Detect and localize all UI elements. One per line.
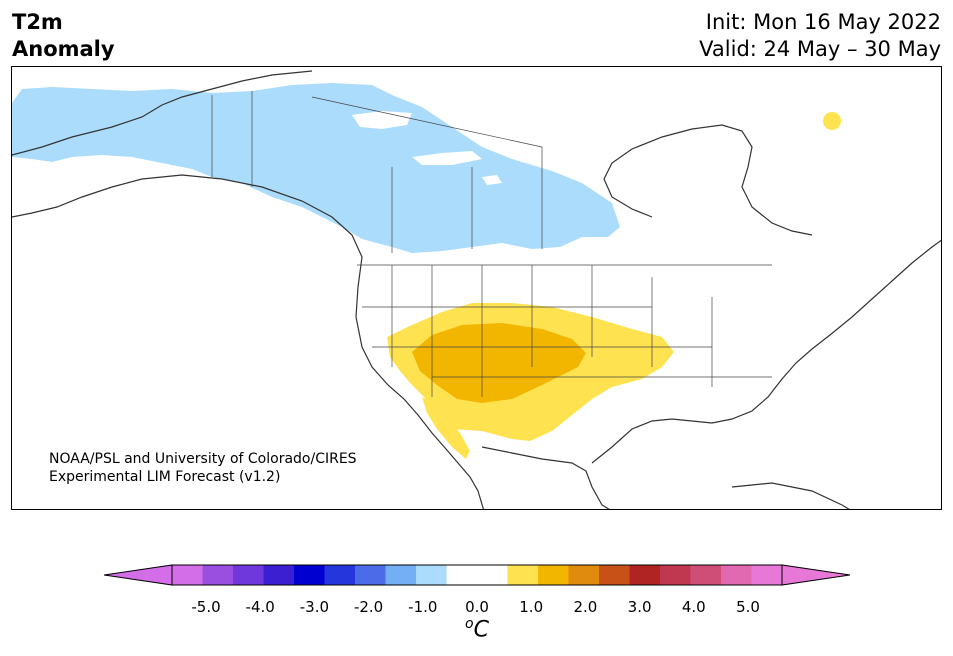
colorbar-segment: [324, 565, 356, 585]
map-panel: [11, 66, 942, 510]
colorbar-tick-label: 2.0: [573, 598, 598, 616]
degree-superscript: o: [465, 616, 474, 632]
colorbar-segment: [599, 565, 630, 585]
colorbar-tick-label: -5.0: [191, 598, 221, 616]
colorbar-segment: [263, 565, 295, 585]
init-date: Init: Mon 16 May 2022: [705, 10, 941, 34]
greenland-warm-spot: [823, 112, 841, 130]
colorbar-unit: oC: [465, 616, 489, 642]
great-bear-gap: [482, 175, 502, 185]
north-america-map: [12, 70, 941, 509]
colorbar-segment: [355, 565, 386, 585]
colorbar-segment: [660, 565, 691, 585]
state-borders: [211, 91, 772, 397]
baja-warm-region: [422, 397, 470, 459]
map-title: T2m Anomaly: [12, 9, 115, 63]
title-variable-2: Anomaly: [12, 37, 115, 61]
colorbar-segment: [629, 565, 661, 585]
coastlines: [12, 70, 941, 509]
colorbar-segment: [568, 565, 600, 585]
colorbar-segment: [507, 565, 539, 585]
credit-line-1: NOAA/PSL and University of Colorado/CIRE…: [49, 451, 357, 467]
colorbar-tick-label: -3.0: [299, 598, 330, 616]
colorbar-segment: [294, 565, 325, 585]
colorbar-segment: [538, 565, 569, 585]
colorbar-tick-label: 5.0: [736, 598, 760, 616]
colorbar-tick-label: 4.0: [681, 598, 706, 616]
colorbar-segment: [202, 565, 234, 585]
colorbar-tick-label: -1.0: [408, 598, 438, 616]
colorbar-segment: [721, 565, 752, 585]
cool-anomaly-region: [12, 83, 620, 253]
credit-line-2: Experimental LIM Forecast (v1.2): [49, 469, 281, 485]
forecast-dates: Init: Mon 16 May 2022 Valid: 24 May – 30…: [699, 9, 941, 63]
credit-text: NOAA/PSL and University of Colorado/CIRE…: [49, 450, 357, 486]
colorbar-segment: [385, 565, 417, 585]
colorbar-tick-label: 1.0: [519, 598, 544, 616]
colorbar-segment: [751, 565, 783, 585]
colorbar-tick-label: -4.0: [245, 598, 275, 616]
colorbar-segment: [446, 565, 478, 585]
colorbar: [104, 564, 850, 586]
colorbar-tick-label: -2.0: [353, 598, 384, 616]
colorbar-tick-label: 0.0: [465, 598, 489, 616]
title-variable: T2m: [12, 10, 63, 34]
unit-letter: C: [473, 617, 489, 643]
colorbar-segment: [477, 565, 508, 585]
valid-date: Valid: 24 May – 30 May: [699, 37, 941, 61]
colorbar-segment: [172, 565, 203, 585]
colorbar-tick-label: 3.0: [627, 598, 652, 616]
colorbar-extend-high: [781, 564, 850, 586]
colorbar-segment: [233, 565, 264, 585]
warm-core-region: [412, 323, 586, 403]
colorbar-segment: [416, 565, 447, 585]
lake-gap: [412, 151, 482, 165]
colorbar-segment: [690, 565, 722, 585]
colorbar-extend-low: [104, 564, 173, 586]
